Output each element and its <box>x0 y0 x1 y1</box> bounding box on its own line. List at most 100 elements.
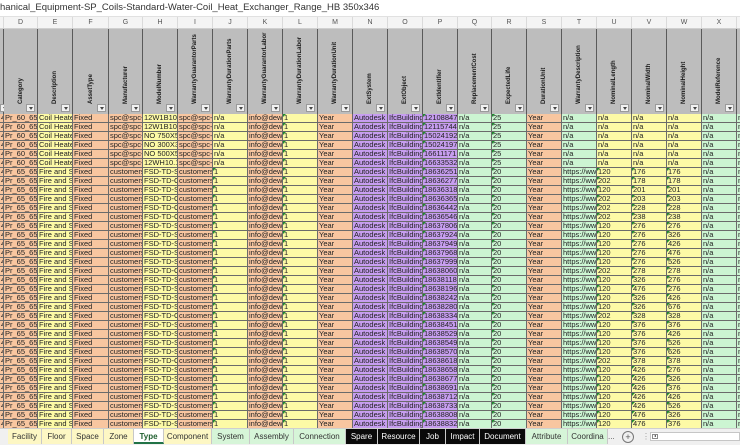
cell[interactable]: Autodesk <box>353 114 388 123</box>
filter-dropdown-icon[interactable] <box>26 104 35 112</box>
cell[interactable]: https://ww <box>562 339 597 348</box>
cell[interactable]: customers <box>109 276 143 285</box>
cell[interactable]: https://ww <box>562 312 597 321</box>
cell[interactable]: n/a <box>458 267 492 276</box>
sheet-tab-assembly[interactable]: Assembly <box>250 429 294 444</box>
cell[interactable]: Fire and Si <box>38 168 73 177</box>
cell[interactable]: customers <box>109 249 143 258</box>
cell[interactable]: info@dewd <box>248 204 283 213</box>
cell[interactable]: 18637999 <box>423 258 458 267</box>
cell[interactable]: n/a <box>458 294 492 303</box>
cell[interactable]: Fixed <box>73 231 109 240</box>
cell[interactable]: n/a <box>702 375 737 384</box>
cell[interactable]: 25 <box>492 114 527 123</box>
cell[interactable]: customers <box>178 339 213 348</box>
cell[interactable]: customers <box>109 186 143 195</box>
cell[interactable]: FSD-TD-S- <box>143 285 178 294</box>
cell[interactable]: 120 <box>597 330 632 339</box>
cell[interactable]: 25 <box>492 159 527 168</box>
cell[interactable]: info@dewd <box>248 321 283 330</box>
cell[interactable]: 1 <box>283 204 318 213</box>
cell[interactable]: customers <box>178 249 213 258</box>
cell[interactable]: 120 <box>597 375 632 384</box>
cell[interactable]: 1 <box>283 150 318 159</box>
cell[interactable]: n/a <box>702 294 737 303</box>
cell[interactable]: n/a <box>702 420 737 428</box>
cell[interactable]: n/a <box>213 141 248 150</box>
cell[interactable]: 1 <box>283 384 318 393</box>
cell[interactable]: n/a <box>562 123 597 132</box>
cell[interactable]: customers <box>178 303 213 312</box>
cell[interactable]: Year <box>318 213 353 222</box>
cell[interactable]: Autodesk <box>353 339 388 348</box>
cell[interactable]: 676 <box>667 303 702 312</box>
sheet-tab-impact[interactable]: Impact <box>446 429 480 444</box>
cell[interactable]: Fire and Si <box>38 303 73 312</box>
cell[interactable]: Coil Heater <box>38 132 73 141</box>
cell[interactable]: customers <box>109 294 143 303</box>
cell[interactable]: spc@spc-l <box>109 114 143 123</box>
cell[interactable]: 326 <box>667 411 702 420</box>
cell[interactable]: 202 <box>597 204 632 213</box>
cell[interactable]: info@dewd <box>248 159 283 168</box>
cell[interactable]: https://ww <box>562 177 597 186</box>
cell[interactable]: 526 <box>667 339 702 348</box>
cell[interactable]: n/a <box>632 123 667 132</box>
cell[interactable]: IfcBuilding <box>388 213 423 222</box>
cell[interactable]: Fixed <box>73 411 109 420</box>
cell[interactable]: 20 <box>492 204 527 213</box>
cell[interactable]: n <box>737 276 740 285</box>
cell[interactable]: 20 <box>492 384 527 393</box>
cell[interactable]: 18638658 <box>423 366 458 375</box>
cell[interactable]: FSD-TD-C- <box>143 312 178 321</box>
cell[interactable]: n/a <box>702 321 737 330</box>
cell[interactable]: Year <box>318 321 353 330</box>
cell[interactable]: 1 <box>283 213 318 222</box>
cell[interactable]: 18638529 <box>423 330 458 339</box>
cell[interactable]: 276 <box>632 222 667 231</box>
cell[interactable]: n/a <box>458 375 492 384</box>
cell[interactable]: FSD-TD-C- <box>143 177 178 186</box>
cell[interactable]: n/a <box>458 339 492 348</box>
cell[interactable]: Pr_65_65_ <box>4 303 38 312</box>
cell[interactable]: spc@spc-l <box>109 150 143 159</box>
cell[interactable]: Year <box>318 384 353 393</box>
cell[interactable]: IfcBuilding <box>388 168 423 177</box>
cell[interactable]: 18636442 <box>423 204 458 213</box>
cell[interactable]: 1 <box>213 195 248 204</box>
column-letter[interactable]: X <box>702 17 737 28</box>
cell[interactable]: n/a <box>458 348 492 357</box>
cell[interactable]: 228 <box>632 204 667 213</box>
cell[interactable]: 4 <box>0 375 4 384</box>
cell[interactable]: Year <box>527 240 562 249</box>
cell[interactable]: 12W1B10. <box>143 123 178 132</box>
cell[interactable]: n/a <box>667 150 702 159</box>
cell[interactable]: n/a <box>458 420 492 428</box>
cell[interactable]: Year <box>527 285 562 294</box>
cell[interactable]: 1 <box>213 420 248 428</box>
cell[interactable]: Year <box>527 222 562 231</box>
cell[interactable]: Year <box>527 114 562 123</box>
cell[interactable]: 4 <box>0 411 4 420</box>
cell[interactable]: https://ww <box>562 267 597 276</box>
cell[interactable]: Fire and Si <box>38 366 73 375</box>
cell[interactable]: 376 <box>667 420 702 428</box>
cell[interactable]: 4 <box>0 114 4 123</box>
sheet-tab-connection[interactable]: Connection <box>294 429 346 444</box>
cell[interactable]: n/a <box>458 303 492 312</box>
cell[interactable]: customers <box>109 168 143 177</box>
cell[interactable]: 426 <box>632 384 667 393</box>
filter-dropdown-icon[interactable] <box>620 104 629 112</box>
cell[interactable]: n/a <box>702 141 737 150</box>
cell[interactable]: FSD-TD-S- <box>143 375 178 384</box>
cell[interactable]: info@dewd <box>248 294 283 303</box>
cell[interactable]: customers <box>109 213 143 222</box>
cell[interactable]: Fixed <box>73 393 109 402</box>
cell[interactable]: spc@spc-l <box>109 132 143 141</box>
cell[interactable]: n/a <box>702 231 737 240</box>
more-sheets-button[interactable]: ... <box>608 432 615 441</box>
cell[interactable]: 1 <box>283 258 318 267</box>
cell[interactable]: 4 <box>0 357 4 366</box>
cell[interactable]: Pr_65_65_ <box>4 177 38 186</box>
cell[interactable]: https://ww <box>562 375 597 384</box>
